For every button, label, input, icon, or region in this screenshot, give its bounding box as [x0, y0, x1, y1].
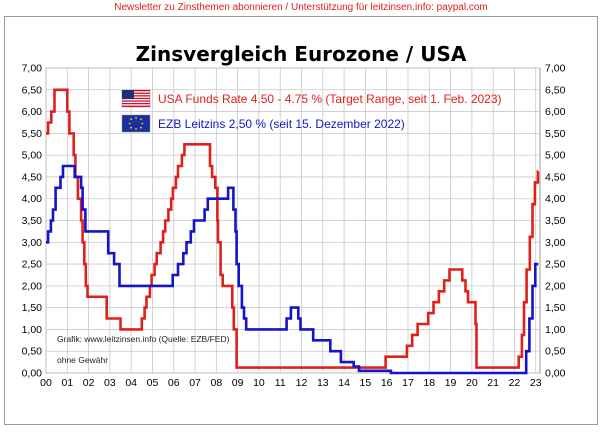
- y-tick-label: 0,00: [22, 368, 43, 380]
- series: [46, 88, 540, 375]
- y-tick-label: 5,50: [545, 128, 566, 140]
- x-tick-label: 14: [338, 377, 350, 389]
- y-tick-label: 1,50: [22, 302, 43, 314]
- y-tick-label: 7,00: [22, 63, 43, 75]
- x-tick-label: 21: [487, 377, 499, 389]
- legend: USA Funds Rate 4.50 - 4.75 % (Target Ran…: [121, 89, 502, 133]
- chart-container: 0,00 0,50 1,00 1,50 2,00 2,50 3,00 3,50 4,00 4,50…: [4, 16, 598, 425]
- series-line-ezb: [46, 164, 539, 375]
- x-tick-label: 03: [104, 377, 116, 389]
- x-tick-label: 15: [360, 377, 372, 389]
- x-tick-label: 18: [423, 377, 435, 389]
- y-tick-label: 6,50: [545, 84, 566, 96]
- newsletter-link[interactable]: Newsletter zu Zinsthemen abonnieren / Un…: [114, 2, 488, 13]
- eu-flag-icon: [121, 114, 151, 133]
- y-tick-label: 6,00: [545, 106, 566, 118]
- source-note: Grafik: www.leitzinsen.info (Quelle: EZB…: [57, 334, 230, 344]
- y-tick-label: 0,00: [545, 368, 566, 380]
- y-tick-label: 1,00: [545, 324, 566, 336]
- y-tick-label: 7,00: [545, 63, 566, 75]
- x-tick-label: 05: [147, 377, 159, 389]
- legend-usa-label: USA Funds Rate 4.50 - 4.75 % (Target Ran…: [158, 92, 502, 106]
- y-axis-right: 0,00 0,50 1,00 1,50 2,00 2,50 3,00 3,50 4,00 4,50…: [545, 63, 566, 380]
- y-tick-label: 2,50: [545, 259, 566, 271]
- x-tick-label: 23: [530, 377, 542, 389]
- y-tick-label: 6,50: [22, 84, 43, 96]
- y-tick-label: 5,50: [22, 128, 43, 140]
- x-tick-label: 22: [509, 377, 521, 389]
- x-tick-label: 08: [211, 377, 223, 389]
- x-tick-label: 04: [125, 377, 137, 389]
- x-tick-label: 07: [189, 377, 201, 389]
- y-tick-label: 1,00: [22, 324, 43, 336]
- y-tick-label: 3,50: [545, 215, 566, 227]
- y-tick-label: 4,00: [545, 193, 566, 205]
- y-tick-label: 0,50: [22, 346, 43, 358]
- y-tick-label: 2,00: [545, 280, 566, 292]
- chart-svg: 0,00 0,50 1,00 1,50 2,00 2,50 3,00 3,50 4,00 4,50…: [22, 42, 566, 389]
- y-tick-label: 4,00: [22, 193, 43, 205]
- y-tick-label: 4,50: [22, 171, 43, 183]
- x-tick-label: 20: [466, 377, 478, 389]
- y-tick-label: 3,00: [545, 237, 566, 249]
- y-axis-left: 0,00 0,50 1,00 1,50 2,00 2,50 3,00 3,50 4,00 4,50…: [22, 63, 43, 380]
- x-tick-label: 13: [317, 377, 329, 389]
- x-tick-label: 11: [275, 377, 286, 389]
- disclaimer-note: ohne Gewähr: [57, 355, 108, 365]
- x-tick-label: 17: [402, 377, 414, 389]
- chart-title: Zinsvergleich Eurozone / USA: [136, 42, 467, 66]
- x-axis: 00 01 02 03 04 05 06 07 08 09 10 11 12 13 14 15 16 17 18 19…: [40, 377, 542, 389]
- y-tick-label: 4,50: [545, 171, 566, 183]
- x-tick-label: 01: [61, 377, 73, 389]
- y-tick-label: 3,00: [22, 237, 43, 249]
- y-tick-label: 0,50: [545, 346, 566, 358]
- y-tick-label: 2,00: [22, 280, 43, 292]
- x-tick-label: 00: [40, 377, 52, 389]
- x-tick-label: 19: [445, 377, 457, 389]
- x-tick-label: 06: [168, 377, 180, 389]
- x-tick-label: 16: [381, 377, 393, 389]
- x-tick-label: 02: [83, 377, 95, 389]
- x-tick-label: 10: [253, 377, 265, 389]
- y-tick-label: 5,00: [22, 150, 43, 162]
- y-tick-label: 5,00: [545, 150, 566, 162]
- y-tick-label: 6,00: [22, 106, 43, 118]
- x-tick-label: 09: [232, 377, 244, 389]
- us-flag-icon: [121, 89, 151, 108]
- y-tick-label: 1,50: [545, 302, 566, 314]
- x-tick-label: 12: [296, 377, 308, 389]
- y-tick-label: 2,50: [22, 259, 43, 271]
- legend-ezb-label: EZB Leitzins 2,50 % (seit 15. Dezember 2…: [158, 117, 405, 131]
- series-line-usa: [46, 88, 540, 369]
- y-tick-label: 3,50: [22, 215, 43, 227]
